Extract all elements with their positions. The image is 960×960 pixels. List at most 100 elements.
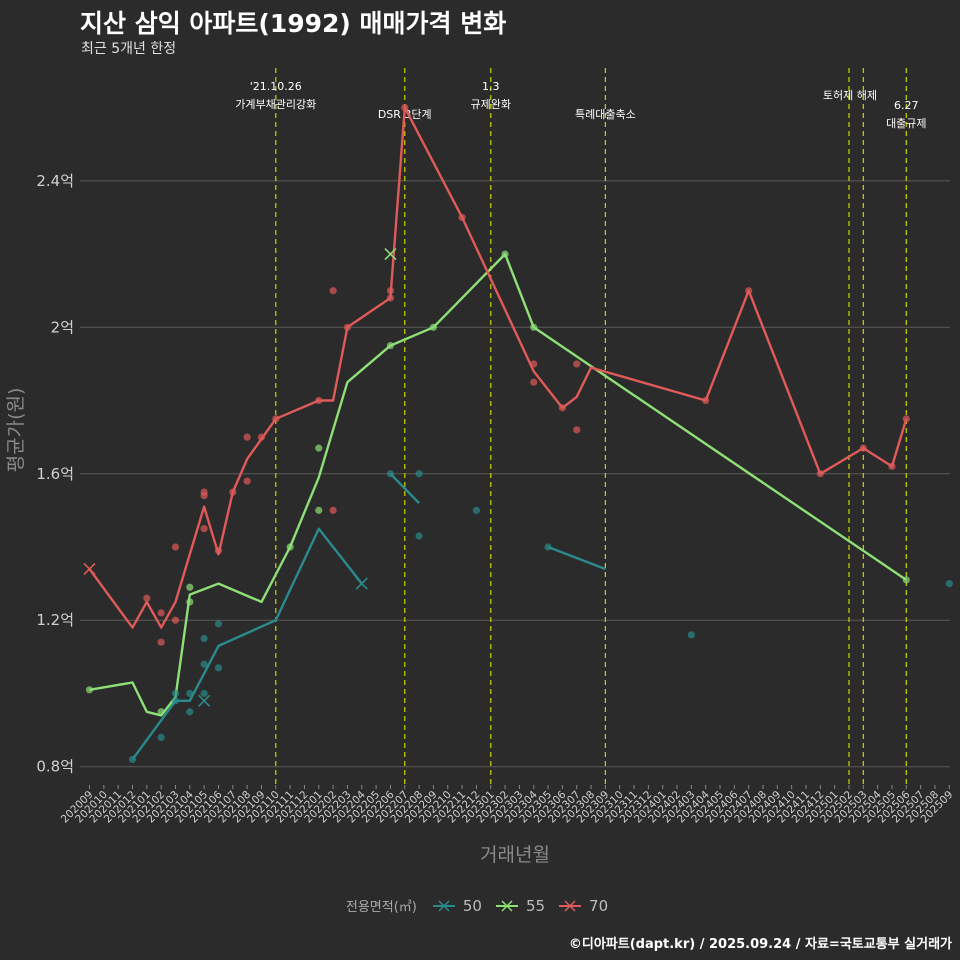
- cross-stroke: [355, 577, 368, 590]
- cross-stroke: [384, 247, 397, 261]
- y-tick-label: 2억: [51, 318, 74, 336]
- data-point-55: [157, 708, 165, 716]
- data-point-50: [157, 733, 165, 741]
- data-point-70: [530, 378, 538, 386]
- series-line-70: [88, 106, 908, 629]
- data-point-50: [214, 664, 223, 672]
- data-point-55: [315, 506, 323, 514]
- cross-marker-50: [198, 694, 211, 707]
- data-point-55: [85, 686, 94, 694]
- data-point-50: [171, 689, 180, 698]
- source-credit: ©디아파트(dapt.kr) / 2025.09.24 / 자료=국토교통부 실…: [568, 937, 952, 952]
- data-point-50: [544, 543, 552, 551]
- event-label: 규제완화: [470, 98, 510, 111]
- y-tick-label: 1.6억: [36, 465, 74, 483]
- legend-item-50: 50: [431, 897, 482, 915]
- data-point-50: [171, 697, 180, 705]
- x-axis-label: 거래년월: [480, 844, 550, 866]
- data-point-55: [186, 583, 194, 591]
- data-point-70: [171, 616, 180, 624]
- data-point-70: [702, 396, 710, 405]
- series-line-50: [547, 545, 606, 571]
- chart-title: 지산 삼익 아파트(1992) 매매가격 변화: [80, 9, 507, 38]
- legend-item-55: 55: [494, 897, 545, 915]
- data-point-70: [329, 287, 337, 295]
- data-point-50: [128, 755, 137, 763]
- data-point-50: [200, 689, 208, 698]
- data-point-70: [343, 323, 352, 331]
- event-label: 토허제 해제: [823, 88, 877, 102]
- event-label: 가계부채관리강화: [235, 98, 316, 111]
- data-point-70: [386, 287, 395, 295]
- data-point-55: [315, 444, 323, 452]
- cross-marker-50: [355, 577, 368, 590]
- data-point-55: [902, 576, 910, 584]
- data-point-70: [157, 638, 165, 646]
- data-point-70: [157, 609, 165, 617]
- legend: 전용면적(㎡) 50 55 70: [0, 896, 960, 916]
- data-point-70: [386, 294, 395, 302]
- chart-subtitle: 최근 5개년 한정: [81, 41, 177, 57]
- data-point-50: [472, 506, 481, 514]
- data-point-70: [745, 287, 753, 295]
- data-point-70: [329, 506, 337, 514]
- data-point-70: [200, 525, 208, 533]
- y-tick-label: 1.2억: [36, 611, 74, 629]
- data-point-55: [429, 323, 438, 331]
- data-point-50: [415, 532, 423, 540]
- data-point-50: [186, 708, 194, 716]
- data-point-70: [902, 415, 910, 423]
- data-point-70: [200, 492, 208, 500]
- data-point-70: [573, 360, 581, 368]
- data-point-70: [257, 433, 266, 441]
- event-label: '21.10.26: [250, 80, 302, 93]
- y-tick-label: 2.4억: [36, 172, 74, 190]
- data-point-70: [315, 396, 323, 405]
- data-point-50: [200, 634, 208, 643]
- legend-label-50: 50: [462, 896, 482, 915]
- event-label: 특례대출축소: [575, 108, 636, 121]
- data-point-70: [859, 444, 867, 452]
- data-point-70: [816, 470, 824, 478]
- data-point-70: [888, 462, 896, 471]
- legend-title: 전용면적(㎡): [345, 900, 417, 915]
- legend-label-70: 70: [589, 896, 609, 915]
- data-point-70: [272, 415, 280, 423]
- data-point-70: [143, 594, 151, 602]
- data-point-70: [401, 104, 409, 112]
- series-line-50: [389, 472, 420, 504]
- data-point-50: [386, 470, 395, 478]
- data-point-50: [687, 631, 695, 639]
- data-point-55: [501, 250, 509, 258]
- data-point-50: [186, 689, 194, 698]
- cross-stroke: [198, 694, 211, 707]
- data-point-55: [386, 342, 395, 350]
- y-axis-label: 평균가(원): [5, 388, 27, 473]
- data-point-70: [573, 426, 581, 434]
- event-label: 대출규제: [886, 117, 926, 130]
- legend-key-55: [495, 899, 518, 912]
- legend-item-70: 70: [557, 897, 608, 915]
- series-line-50: [131, 527, 363, 761]
- data-point-70: [558, 404, 566, 412]
- cross-stroke: [83, 562, 96, 576]
- event-label: 6.27: [894, 99, 919, 112]
- legend-key-50: [432, 899, 455, 912]
- data-point-55: [186, 598, 194, 606]
- data-point-70: [229, 488, 237, 496]
- data-point-70: [243, 477, 251, 485]
- data-point-55: [530, 323, 538, 331]
- legend-label-55: 55: [525, 896, 546, 915]
- data-point-50: [214, 620, 223, 628]
- data-point-70: [458, 213, 466, 222]
- data-point-70: [530, 360, 538, 368]
- data-point-50: [945, 580, 953, 588]
- legend-key-70: [559, 899, 582, 912]
- data-point-55: [286, 543, 294, 551]
- y-tick-label: 0.8억: [36, 758, 74, 776]
- event-label: 1.3: [482, 80, 500, 93]
- cross-marker-70: [83, 562, 96, 576]
- data-point-70: [214, 547, 223, 555]
- series-line-55: [89, 252, 907, 717]
